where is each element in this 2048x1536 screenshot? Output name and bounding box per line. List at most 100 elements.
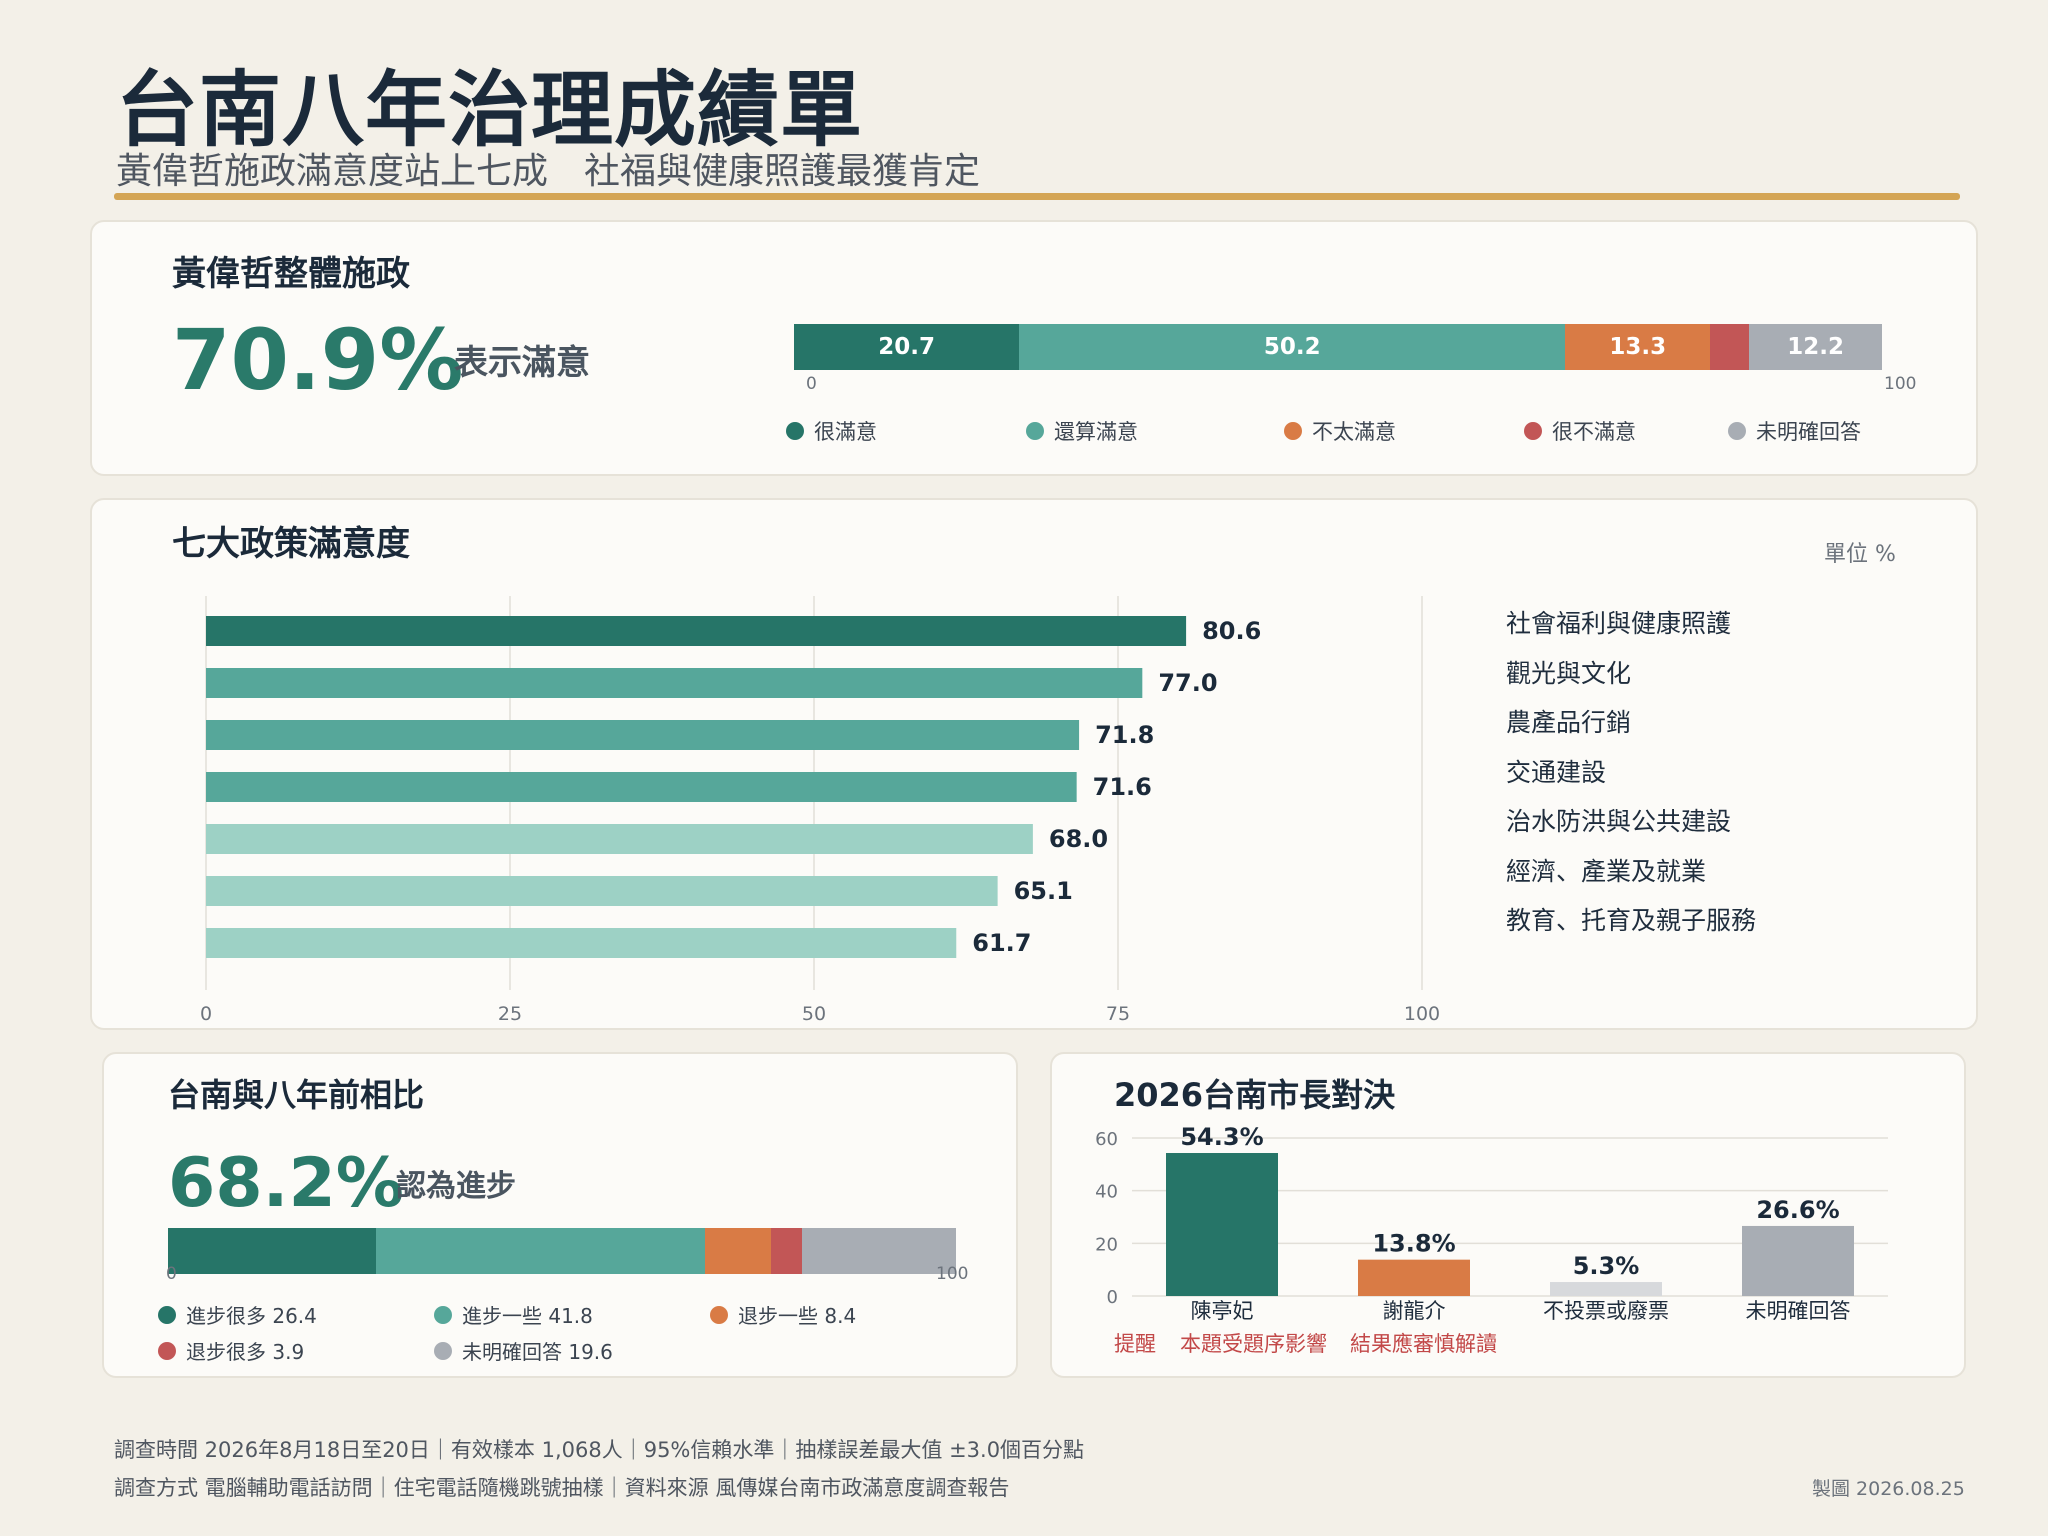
compare-big-value: 68.2% <box>168 1144 404 1223</box>
race-note-prefix: 提醒 <box>1114 1332 1156 1356</box>
race-category-label: 未明確回答 <box>1746 1299 1851 1323</box>
legend-label: 退步一些 8.4 <box>738 1304 857 1328</box>
race-bar <box>1742 1225 1854 1296</box>
policy-bar <box>206 876 998 906</box>
race-category-label: 陳亭妃 <box>1191 1299 1254 1323</box>
policy-bar-value-label: 61.7 <box>972 929 1031 957</box>
policy-category-label: 觀光與文化 <box>1506 658 1632 688</box>
race-y-tick-label: 40 <box>1095 1182 1118 1203</box>
overall-segment-1: 50.2 <box>1019 324 1566 370</box>
race-bar-value-label: 13.8% <box>1372 1230 1455 1258</box>
overall-legend-item: 很不滿意 <box>1524 416 1636 446</box>
race-y-tick-label: 20 <box>1095 1234 1118 1255</box>
overall-big-value: 70.9% <box>172 311 464 409</box>
policy-bar-value-label: 80.6 <box>1202 617 1261 645</box>
policy-heading: 七大政策滿意度 <box>172 524 410 564</box>
legend-dot <box>434 1305 452 1324</box>
race-bar-chart: 0 20 40 60 54.3% 陳亭妃 13.8% 謝龍介 5.3% 不投票或廢票 26.6% 未明… <box>1095 1123 1888 1323</box>
compare-axis-min: 0 <box>166 1264 177 1284</box>
policy-bar-value-label: 65.1 <box>1014 877 1073 905</box>
compare-stacked-bar <box>168 1228 956 1274</box>
overall-axis-min: 0 <box>806 374 817 394</box>
legend-dot <box>1026 422 1044 440</box>
overall-legend-item: 未明確回答 <box>1728 416 1861 446</box>
legend-label: 退步很多 3.9 <box>186 1340 305 1364</box>
race-note-2: 結果應審慎解讀 <box>1350 1332 1497 1356</box>
footer-credit: 製圖 2026.08.25 <box>1812 1478 1965 1500</box>
compare-segment-2 <box>704 1228 772 1274</box>
race-bar-value-label: 54.3% <box>1180 1123 1263 1151</box>
race-bar-value-label: 26.6% <box>1756 1196 1839 1224</box>
policy-x-tick-label: 25 <box>498 1003 522 1025</box>
overall-segment-3 <box>1710 324 1750 370</box>
race-bar <box>1550 1282 1662 1296</box>
overall-stacked-bar: 20.7 50.2 13.3 12.2 <box>794 324 1882 370</box>
compare-big-label: 認為進步 <box>396 1169 516 1204</box>
compare-heading: 台南與八年前相比 <box>168 1076 425 1114</box>
policy-category-label: 交通建設 <box>1506 757 1607 787</box>
race-y-tick-label: 0 <box>1107 1287 1118 1308</box>
overall-heading: 黃偉哲整體施政 <box>172 254 410 294</box>
legend-dot <box>158 1305 176 1324</box>
policy-bar-chart: 0 25 50 75 100 80.6 77.071.8 71.6 68.0 65.1 61.7 <box>200 596 1440 1025</box>
legend-dot <box>434 1341 452 1360</box>
overall-big-label: 表示滿意 <box>454 343 590 383</box>
policy-bar <box>206 928 957 958</box>
overall-axis-max: 100 <box>1884 374 1917 394</box>
title-divider <box>114 193 1960 200</box>
policy-x-tick-label: 0 <box>200 1003 212 1025</box>
compare-axis-max: 100 <box>936 1264 969 1284</box>
policy-bar <box>206 616 1187 646</box>
overall-satisfaction-card: 黃偉哲整體施政 70.9% 表示滿意 20.7 50.2 13.3 12.2 0 10… <box>90 220 1978 476</box>
legend-label: 很不滿意 <box>1552 420 1636 444</box>
policy-x-tick-label: 100 <box>1404 1003 1440 1025</box>
policy-bar-value-label: 68.0 <box>1049 825 1108 853</box>
policy-category-label: 農產品行銷 <box>1506 708 1632 737</box>
overall-segment-0: 20.7 <box>794 324 1020 370</box>
mayor-race-card: 2026台南市長對決 0 20 40 60 54.3% 陳亭妃 13.8% 謝龍介 5.3% 不投… <box>1050 1052 1966 1378</box>
race-note-1: 本題受題序影響 <box>1180 1332 1327 1356</box>
page-subtitle: 黃偉哲施政滿意度站上七成 社福與健康照護最獲肯定 <box>116 151 981 192</box>
legend-dot <box>1524 422 1542 440</box>
compare-legend-item: 退步一些 8.4 <box>710 1300 856 1329</box>
policy-bar <box>206 668 1143 698</box>
legend-dot <box>710 1305 728 1324</box>
legend-label: 未明確回答 <box>1756 420 1861 444</box>
overall-segment-2: 13.3 <box>1565 324 1711 370</box>
policy-category-label: 教育、托育及親子服務 <box>1506 906 1757 935</box>
legend-dot <box>158 1341 176 1360</box>
footer-method-source: 調查方式 電腦輔助電話訪問｜住宅電話隨機跳號抽樣｜資料來源 風傳媒台南市政滿意度… <box>114 1476 1010 1500</box>
race-bar <box>1358 1259 1470 1296</box>
compare-segment-1 <box>375 1228 705 1274</box>
compare-legend-item: 進步很多 26.4 <box>158 1300 317 1329</box>
compare-card: 台南與八年前相比 68.2% 認為進步 0 100 進步很多 26.4 進步一些 … <box>102 1052 1018 1378</box>
legend-dot <box>1284 422 1302 440</box>
legend-dot <box>1728 422 1746 440</box>
race-y-tick-label: 60 <box>1095 1129 1118 1150</box>
compare-segment-4 <box>801 1228 956 1274</box>
policy-bar <box>206 772 1077 802</box>
policy-bar-value-label: 71.6 <box>1093 773 1152 801</box>
policy-x-tick-label: 50 <box>802 1003 826 1025</box>
policy-unit: 單位 % <box>1824 542 1896 567</box>
legend-label: 不太滿意 <box>1312 420 1396 444</box>
overall-legend-item: 還算滿意 <box>1026 416 1138 446</box>
policy-bar-value-label: 71.8 <box>1095 721 1154 749</box>
footer-survey-info: 調查時間 2026年8月18日至20日｜有效樣本 1,068人｜95%信賴水準｜… <box>114 1438 1085 1462</box>
compare-legend-item: 進步一些 41.8 <box>434 1300 593 1329</box>
legend-label: 很滿意 <box>814 420 877 444</box>
legend-label: 未明確回答 19.6 <box>462 1340 613 1364</box>
race-heading: 2026台南市長對決 <box>1114 1076 1396 1114</box>
overall-segment-4: 12.2 <box>1749 324 1882 370</box>
compare-legend-item: 退步很多 3.9 <box>158 1336 304 1365</box>
page-title: 台南八年治理成績單 <box>116 63 864 158</box>
race-category-label: 謝龍介 <box>1383 1299 1446 1323</box>
race-bar-value-label: 5.3% <box>1573 1252 1640 1280</box>
compare-segment-3 <box>771 1228 802 1274</box>
policy-bar <box>206 824 1033 854</box>
legend-label: 進步一些 41.8 <box>462 1304 593 1328</box>
policy-satisfaction-card: 七大政策滿意度 單位 % 0 25 50 75 100 80.6 77.0 71.8 71.6 6… <box>90 498 1978 1030</box>
policy-category-label: 經濟、產業及就業 <box>1506 856 1707 886</box>
compare-legend-item: 未明確回答 19.6 <box>434 1336 613 1365</box>
policy-category-label: 治水防洪與公共建設 <box>1506 807 1732 836</box>
